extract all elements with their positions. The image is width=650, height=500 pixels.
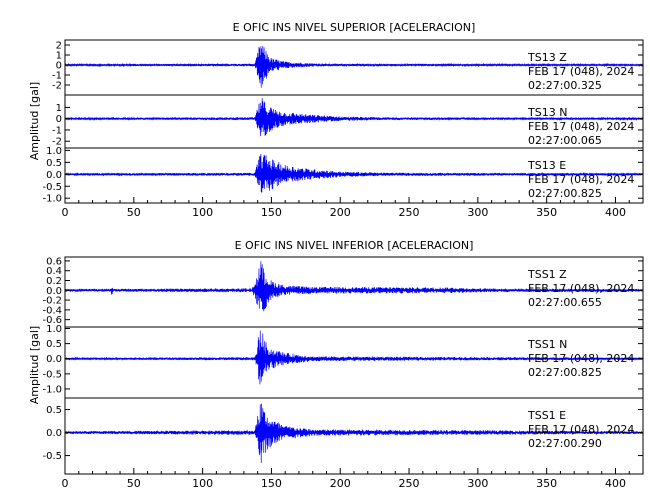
waveform-trace [64,46,644,88]
y-tick-label: -0.6 [42,315,62,326]
y-tick-label: 0 [56,61,62,72]
y-tick-label: -2 [52,81,62,92]
record-date-label: FEB 17 (048), 2024 [528,423,634,436]
x-tick-label: 200 [330,206,351,219]
y-tick-label: -0.5 [42,451,62,462]
y-tick-label: -0.5 [42,182,62,193]
y-tick-label: 2 [56,41,62,52]
x-tick-label: 150 [261,477,282,490]
station-component-label: TSS1 E [527,409,566,422]
y-tick-label: -0.2 [42,296,62,307]
y-tick-label: 0.2 [46,276,62,287]
record-date-label: FEB 17 (048), 2024 [528,282,634,295]
y-tick-label: 1.0 [46,324,62,335]
x-tick-label: 350 [536,206,557,219]
record-time-label: 02:27:00.825 [528,366,602,379]
y-tick-label: 0.5 [46,339,62,350]
x-tick-label: 250 [399,206,420,219]
station-component-label: TSS1 Z [527,268,567,281]
record-date-label: FEB 17 (048), 2024 [528,120,634,133]
y-tick-label: 0.0 [46,286,62,297]
y-tick-label: -1 [52,71,62,82]
station-component-label: TS13 N [527,106,567,119]
waveform-trace [64,261,644,312]
x-tick-label: 300 [467,477,488,490]
record-time-label: 02:27:00.065 [528,134,602,147]
record-time-label: 02:27:00.655 [528,296,602,309]
x-tick-label: 350 [536,477,557,490]
y-tick-label: 0.0 [46,428,62,439]
x-tick-label: 100 [192,206,213,219]
chart-group-1: E OFIC INS NIVEL SUPERIOR [ACELERACION] A… [28,21,644,219]
chart-title: E OFIC INS NIVEL SUPERIOR [ACELERACION] [233,21,476,34]
waveform-trace [64,403,644,463]
record-time-label: 02:27:00.325 [528,79,602,92]
x-tick-label: 0 [62,477,69,490]
record-time-label: 02:27:00.825 [528,187,602,200]
y-tick-label: -2 [52,137,62,148]
waveform-trace [64,98,644,137]
x-axis: 0 50 100 150 200 250 300 350 400 [62,197,644,219]
chart-title: E OFIC INS NIVEL INFERIOR [ACELERACION] [235,239,474,252]
x-tick-label: 50 [127,206,141,219]
y-tick-label: -1.0 [42,384,62,395]
y-tick-label: -1 [52,125,62,136]
x-tick-label: 250 [399,477,420,490]
y-tick-label: 0.4 [46,266,62,277]
y-tick-label: 0.6 [46,256,62,267]
x-tick-label: 100 [192,477,213,490]
record-time-label: 02:27:00.290 [528,437,602,450]
record-date-label: FEB 17 (048), 2024 [528,65,634,78]
x-axis: 0 50 100 150 200 250 300 350 400 [62,468,644,490]
y-tick-label: 0.5 [46,158,62,169]
y-tick-label: 1.0 [46,146,62,157]
x-tick-label: 150 [261,206,282,219]
y-tick-label: 1 [56,103,62,114]
record-date-label: FEB 17 (048), 2024 [528,352,634,365]
y-tick-label: -1.0 [42,194,62,205]
x-tick-label: 400 [605,477,626,490]
y-tick-label: 0.0 [46,354,62,365]
station-component-label: TS13 Z [527,51,567,64]
waveform-trace [64,153,644,193]
y-tick-label: 0.0 [46,170,62,181]
record-date-label: FEB 17 (048), 2024 [528,173,634,186]
station-component-label: TS13 E [527,159,566,172]
y-tick-label: -0.4 [42,305,62,316]
chart-group-2: E OFIC INS NIVEL INFERIOR [ACELERACION] A… [28,239,644,490]
y-axis-label: Amplitud [gal] [28,82,41,160]
x-tick-label: 300 [467,206,488,219]
waveform-trace [64,330,644,385]
x-tick-label: 400 [605,206,626,219]
y-tick-label: 0 [56,114,62,125]
y-tick-label: 1 [56,51,62,62]
x-tick-label: 200 [330,477,351,490]
y-tick-label: 0.5 [46,405,62,416]
station-component-label: TSS1 N [527,338,567,351]
y-axis-label: Amplitud [gal] [28,326,41,404]
y-tick-label: -0.5 [42,369,62,380]
x-tick-label: 50 [127,477,141,490]
x-tick-label: 0 [62,206,69,219]
